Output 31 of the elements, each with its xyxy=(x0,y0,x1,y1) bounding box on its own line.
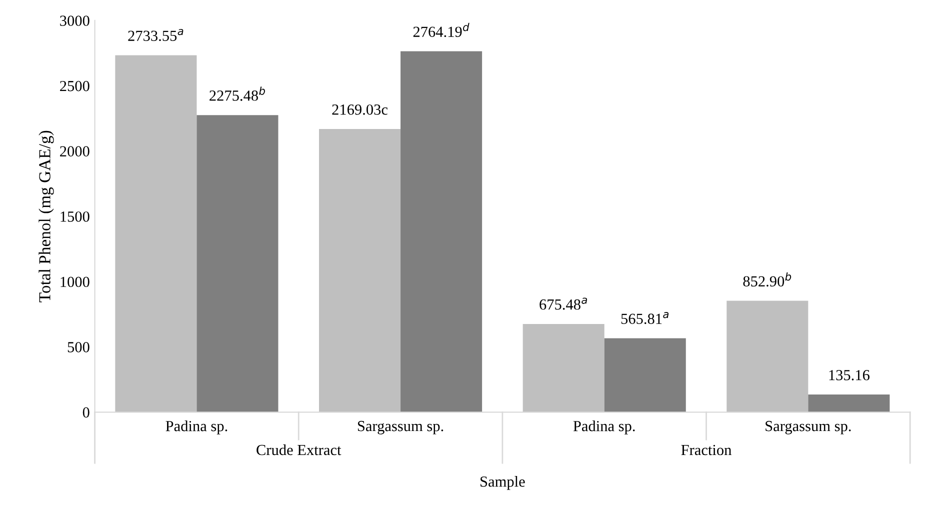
x-tick-label: Sargassum sp. xyxy=(766,420,851,434)
data-label: 2764.19$^{d}$ xyxy=(413,22,470,38)
data-label: 565.81$^{a}$ xyxy=(621,312,669,324)
y-tick-label: 2000 xyxy=(60,146,90,156)
bar xyxy=(808,394,890,412)
data-label: 2733.55$^{a}$ xyxy=(128,28,184,42)
y-tick-label: 1000 xyxy=(60,276,90,288)
y-tick-label: 0 xyxy=(82,407,90,418)
bar xyxy=(400,51,482,412)
bar xyxy=(522,324,604,412)
text: Crude Extract xyxy=(256,444,342,456)
x-tick-label: Padina sp. xyxy=(166,420,228,434)
data-label: 2275.48$^{b}$ xyxy=(210,86,265,101)
x-axis-title: Sample xyxy=(480,476,525,490)
text: Fraction xyxy=(681,444,732,456)
bar xyxy=(115,55,197,412)
data-label: 852.90$^{b}$ xyxy=(743,272,792,287)
x-tick-label: Sargassum sp. xyxy=(358,420,444,434)
bar xyxy=(319,128,401,412)
y-tick-label: 3000 xyxy=(60,16,90,26)
data-label: 2169.03c xyxy=(332,104,388,115)
y-tick-label: 500 xyxy=(68,342,90,352)
x-tick-label: Padina sp. xyxy=(573,420,635,434)
data-label: 135.16 xyxy=(829,370,870,380)
bar xyxy=(726,300,808,412)
y-tick-label: 2500 xyxy=(60,80,90,92)
data-label: 675.48$^{a}$ xyxy=(540,298,587,310)
bar xyxy=(604,338,686,412)
bar xyxy=(196,115,278,412)
y-tick-label: 1500 xyxy=(60,211,90,222)
y-axis-title: Total Phenol (mg GAE/g) xyxy=(38,130,54,302)
